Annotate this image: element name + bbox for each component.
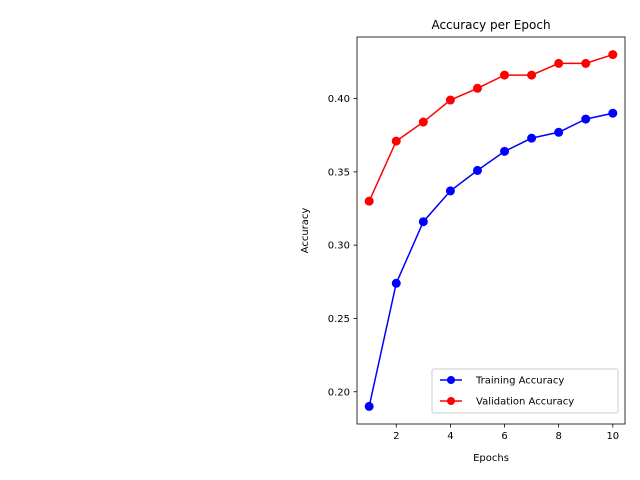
data-point (500, 146, 510, 156)
chart-title: Accuracy per Epoch (431, 18, 550, 32)
y-tick-label: 0.40 (328, 94, 350, 105)
legend-items: Training Accuracy Validation Accuracy (440, 376, 574, 408)
data-point (554, 127, 564, 137)
x-tick-label: 6 (501, 431, 507, 442)
x-tick-label: 10 (606, 431, 619, 442)
x-axis-ticks: 2 4 6 8 10 (393, 424, 619, 442)
x-tick-label: 2 (393, 431, 399, 442)
data-point (418, 117, 428, 127)
data-point (445, 186, 455, 196)
data-point (418, 217, 428, 227)
data-point (364, 196, 374, 206)
legend-entry: Training Accuracy (440, 376, 564, 387)
data-point (581, 114, 591, 124)
data-point (608, 108, 618, 118)
legend-marker (447, 376, 455, 384)
y-tick-label: 0.35 (328, 167, 350, 178)
x-tick-label: 8 (555, 431, 561, 442)
data-point (472, 83, 482, 93)
data-point (608, 50, 618, 60)
data-point (391, 136, 401, 146)
data-point (472, 165, 482, 175)
y-tick-label: 0.25 (328, 314, 350, 325)
legend-entry: Validation Accuracy (440, 397, 574, 408)
data-point (581, 58, 591, 68)
legend: Training Accuracy Validation Accuracy (431, 368, 619, 414)
plot-frame (356, 36, 626, 425)
data-point (500, 70, 510, 80)
x-tick-label: 4 (447, 431, 453, 442)
series-line (368, 53, 614, 202)
data-point (391, 278, 401, 288)
axes-layer: 2 4 6 8 10 0.20 0.25 0.30 0.35 0.40 Accuracy per… (300, 18, 626, 464)
series-training (364, 108, 618, 411)
y-axis-ticks: 0.20 0.25 0.30 0.35 0.40 (328, 94, 357, 398)
data-point (364, 401, 374, 411)
data-point (445, 95, 455, 105)
series-line (368, 112, 613, 407)
y-tick-label: 0.30 (328, 241, 350, 252)
plot-layer (364, 50, 618, 411)
data-point (527, 133, 537, 143)
legend-label: Training Accuracy (475, 376, 564, 387)
legend-label: Validation Accuracy (476, 397, 574, 408)
data-point (527, 70, 537, 80)
y-axis-label: Accuracy (300, 208, 311, 254)
legend-marker (447, 397, 455, 405)
data-point (554, 58, 564, 68)
y-tick-label: 0.20 (328, 387, 350, 398)
x-axis-label: Epochs (473, 453, 509, 464)
legend-box (431, 368, 619, 414)
series-validation (364, 50, 618, 206)
